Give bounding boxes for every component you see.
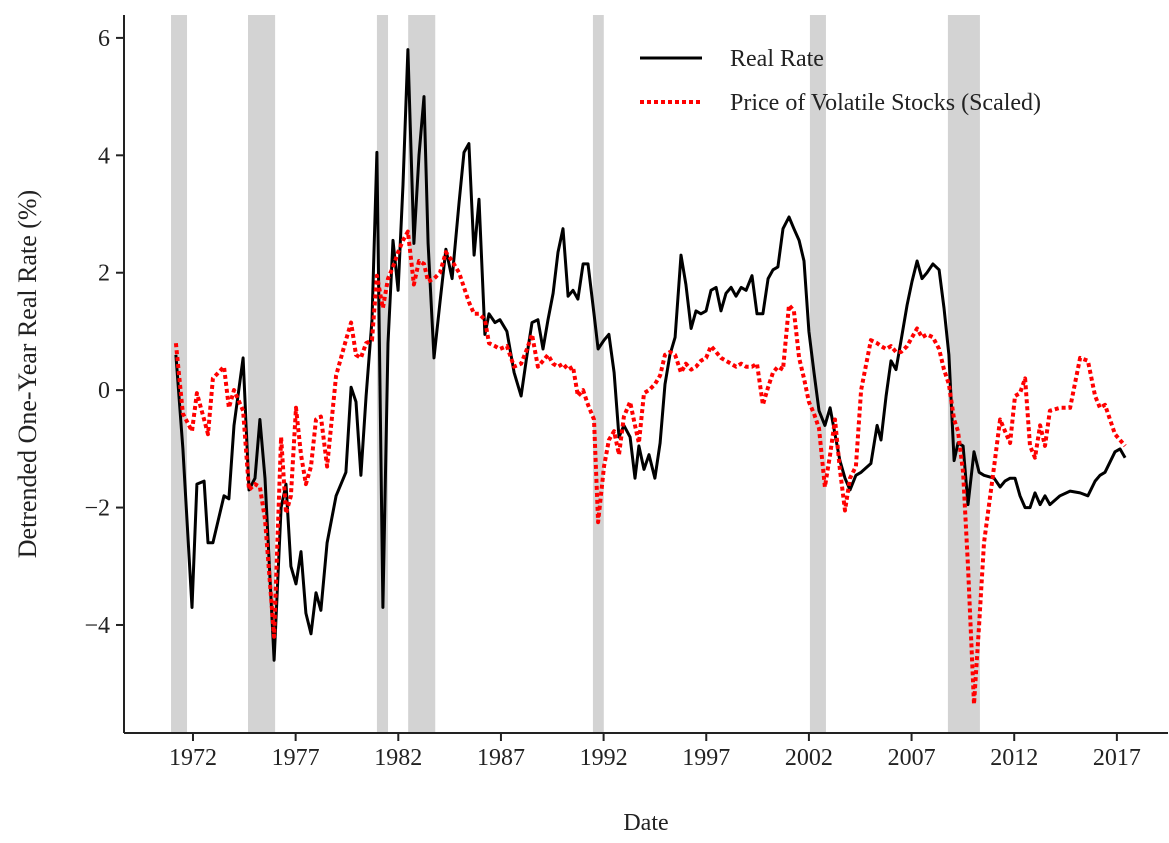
x-tick-label: 1972 [169, 745, 217, 771]
x-axis-label: Date [623, 810, 668, 836]
x-tick-label: 1997 [682, 745, 730, 771]
y-tick-label: 4 [98, 143, 110, 169]
x-tick-label: 1977 [272, 745, 320, 771]
y-axis-label: Detrended One-Year Real Rate (%) [13, 190, 42, 558]
recession-band [809, 15, 826, 733]
y-tick-label: −4 [84, 613, 110, 639]
series-line [173, 229, 1127, 707]
x-tick-label: 2002 [785, 745, 833, 771]
recession-band [947, 15, 980, 733]
recession-band [592, 15, 604, 733]
y-tick-label: 0 [98, 378, 110, 404]
x-tick-label: 2017 [1093, 745, 1141, 771]
y-tick-label: 6 [98, 26, 110, 52]
x-tick-label: 1987 [477, 745, 525, 771]
x-tick-label: 2012 [990, 745, 1038, 771]
y-tick-label: −2 [84, 496, 110, 522]
legend-label: Price of Volatile Stocks (Scaled) [730, 90, 1041, 116]
recession-band [376, 15, 389, 733]
y-tick-label: 2 [98, 261, 110, 287]
series-line [174, 48, 1127, 662]
x-tick-label: 1992 [580, 745, 628, 771]
legend-label: Real Rate [730, 46, 824, 72]
x-tick-label: 1982 [374, 745, 422, 771]
x-tick-label: 2007 [888, 745, 936, 771]
